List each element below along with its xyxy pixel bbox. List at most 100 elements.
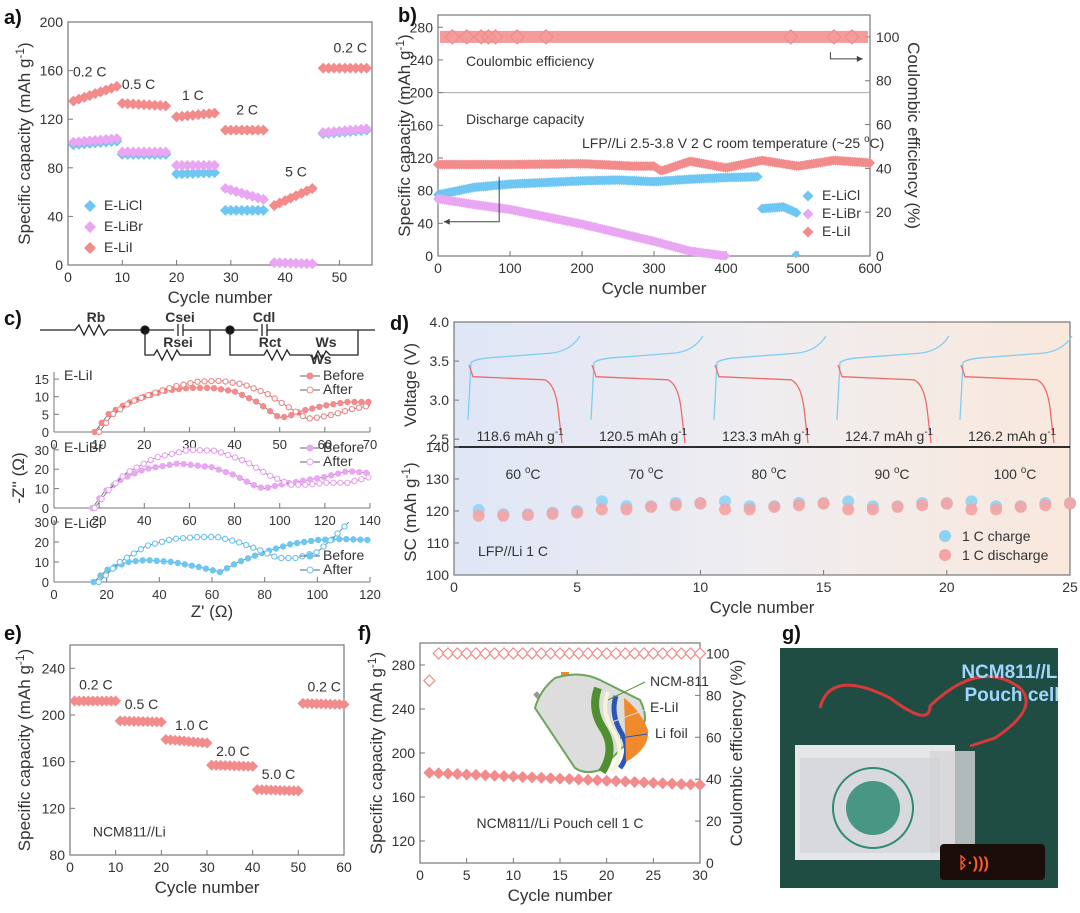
data-point [521, 509, 534, 522]
ce-outlier-point [538, 29, 554, 45]
data-point [842, 503, 855, 516]
x-tick-label: 20 [169, 269, 185, 285]
text-part: 120.5 mAh [599, 428, 671, 444]
y-tick-label: 20 [35, 535, 49, 550]
y-tick-label: 0 [42, 575, 49, 590]
data-point [109, 410, 117, 418]
superscript: -1 [678, 427, 687, 438]
data-point [620, 503, 633, 516]
x-tick-label: 25 [1062, 579, 1078, 595]
data-point [167, 558, 174, 566]
data-point [341, 468, 349, 475]
data-point [236, 380, 243, 387]
x-tick-label: 5 [573, 579, 581, 595]
circuit-label-ws: Ws [316, 334, 337, 350]
legend-marker [306, 372, 314, 380]
text-part: g [547, 428, 555, 444]
text-part: 100 [994, 466, 1021, 482]
data-point [334, 470, 342, 477]
legend-label: After [323, 561, 353, 577]
capacity-label: 126.2 mAh g-1 [968, 427, 1056, 444]
data-point [364, 536, 371, 544]
data-point [151, 540, 159, 547]
temperature-label: 100 oC [994, 465, 1037, 482]
text-part: C [653, 466, 663, 482]
data-point [264, 390, 271, 398]
annotation-conditions: LFP//Li 2.5-3.8 V 2 C room temperature (… [582, 134, 884, 151]
legend-label: Before [323, 547, 364, 563]
x-tick-label: 20 [154, 859, 170, 875]
data-point [274, 412, 281, 420]
legend-marker [802, 190, 814, 202]
data-point [285, 404, 292, 411]
y2-tick-label: 20 [706, 813, 722, 829]
y-tick-label: 15 [35, 372, 49, 387]
data-point [554, 772, 566, 785]
panel-g-label: g) [782, 623, 801, 645]
data-point [470, 768, 482, 781]
data-point [215, 377, 222, 385]
x-tick-label: 10 [693, 579, 709, 595]
y-tick-label: 140 [426, 439, 450, 455]
data-point [209, 159, 221, 171]
discharge-curve [591, 364, 686, 444]
data-point [209, 107, 221, 119]
x-tick-label: 10 [506, 867, 522, 883]
y2-tick-label: 40 [706, 771, 722, 787]
rc-element-ct [229, 324, 375, 362]
superscript: -1 [393, 40, 407, 51]
data-point [222, 468, 229, 476]
x-tick-label: 500 [786, 260, 810, 276]
subplot-title: E-LiI [64, 367, 93, 383]
university-logo-inner [846, 781, 900, 835]
data-point [720, 250, 731, 261]
data-point [247, 190, 259, 202]
data-point [752, 171, 763, 182]
y-tick-label: 200 [392, 745, 416, 761]
x-tick-label: 0 [434, 260, 442, 276]
x-tick-label: 400 [714, 260, 738, 276]
legend-marker [306, 386, 314, 394]
text-part: ) [401, 462, 420, 468]
panel-label: b) [398, 5, 417, 27]
x-tick-label: 60 [318, 437, 332, 452]
data-point [302, 481, 309, 488]
data-point [271, 482, 279, 490]
data-point [432, 647, 446, 660]
rate-annotation: 0.2 C [73, 64, 106, 80]
data-point [281, 413, 288, 421]
legend-marker [84, 200, 96, 212]
ce-outlier-point [487, 29, 504, 45]
data-point [238, 456, 246, 464]
panel-f-pouch-cycling: f) 0 5 10 15 20 25 30 120 160 200 240 280 0 20 40 60 80 10… [358, 623, 746, 905]
legend-marker [306, 566, 314, 574]
data-point [516, 770, 529, 783]
data-point [600, 774, 613, 787]
data-point [245, 460, 253, 467]
y-tick-label: 120 [410, 150, 434, 166]
data-point [203, 447, 211, 454]
data-point [102, 419, 110, 427]
legend-marker [84, 221, 96, 233]
y-tick-label: 200 [42, 707, 66, 723]
legend-label: 1 C charge [962, 528, 1031, 544]
y-tick-label: 160 [410, 117, 434, 133]
data-point [160, 558, 167, 565]
text-part: C [899, 466, 909, 482]
data-point [306, 182, 318, 194]
superscript: o [1021, 465, 1027, 476]
y-tick-label: 160 [42, 754, 66, 770]
data-point [257, 547, 264, 554]
inset-label: E-LiI [650, 699, 679, 715]
y2-tick-label: 60 [876, 117, 892, 133]
data-point [138, 394, 145, 402]
series-1 C discharge [472, 497, 1076, 522]
data-point [238, 391, 246, 399]
panel-label: g) [782, 623, 801, 645]
charge-curve [467, 335, 581, 420]
text-part: C [776, 466, 786, 482]
led-badge [940, 844, 1045, 880]
data-point [609, 647, 623, 660]
